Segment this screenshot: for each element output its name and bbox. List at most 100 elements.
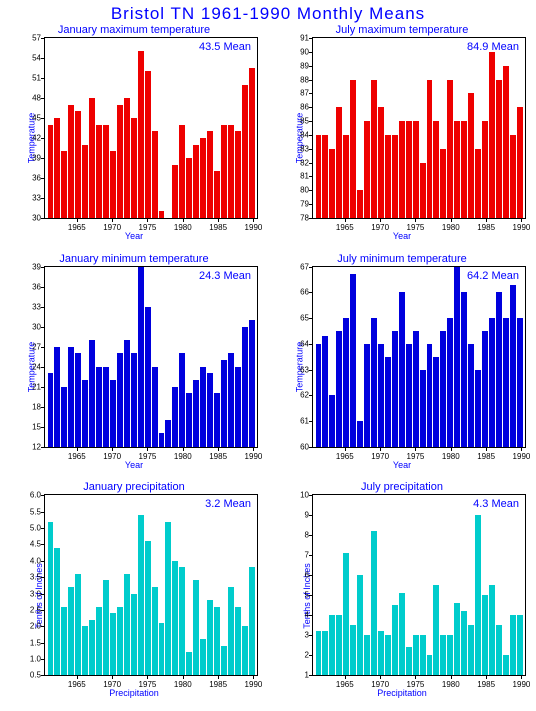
mean-label: 43.5 Mean (199, 41, 251, 53)
x-tick-mark (380, 218, 381, 222)
x-tick-label: 1985 (477, 452, 495, 461)
y-tick-label: 90 (285, 47, 309, 56)
x-tick-label: 1985 (209, 223, 227, 232)
bar (475, 515, 481, 675)
x-tick-label: 1970 (371, 680, 389, 689)
x-tick-label: 1975 (407, 452, 425, 461)
bar (159, 623, 165, 675)
x-tick-mark (147, 447, 148, 451)
bar (496, 625, 502, 675)
x-tick-mark (77, 447, 78, 451)
bar (110, 151, 116, 218)
bar (61, 151, 67, 218)
bar (110, 613, 116, 675)
x-tick-mark (451, 447, 452, 451)
y-tick-label: 64 (285, 339, 309, 348)
chart-panel: July maximum temperatureTemperature84.9 … (268, 24, 536, 253)
bar (145, 307, 151, 447)
bar (110, 380, 116, 447)
bar (322, 631, 328, 675)
bar (193, 580, 199, 675)
bar (517, 107, 523, 218)
bar (357, 421, 363, 447)
bar (489, 52, 495, 218)
bar (145, 71, 151, 218)
page: Bristol TN 1961-1990 Monthly Means Janua… (0, 0, 536, 711)
y-tick-label: 9 (285, 511, 309, 520)
bar (392, 135, 398, 218)
x-tick-label: 1975 (139, 452, 157, 461)
y-tick-label: 60 (285, 442, 309, 451)
bar (179, 125, 185, 218)
bar (138, 267, 144, 447)
bar (316, 344, 322, 447)
y-tick-label: 39 (17, 262, 41, 271)
y-tick-label: 3 (285, 631, 309, 640)
bar (152, 587, 158, 675)
bar (329, 149, 335, 218)
bar (89, 98, 95, 218)
bar (496, 292, 502, 446)
y-tick-mark (309, 218, 313, 219)
bar (343, 318, 349, 447)
bar (517, 615, 523, 675)
x-tick-label: 1985 (477, 680, 495, 689)
bar (378, 344, 384, 447)
bar (461, 121, 467, 218)
bar (420, 163, 426, 218)
bar (399, 121, 405, 218)
y-tick-mark (41, 447, 45, 448)
bar (420, 635, 426, 675)
x-tick-mark (415, 218, 416, 222)
bar (200, 367, 206, 447)
bar (329, 615, 335, 675)
bar (138, 515, 144, 675)
x-tick-mark (147, 218, 148, 222)
x-tick-mark (253, 447, 254, 451)
bar (207, 373, 213, 446)
bar (316, 135, 322, 218)
x-tick-mark (345, 218, 346, 222)
bar (406, 344, 412, 447)
bar (61, 387, 67, 447)
bar (172, 387, 178, 447)
y-tick-label: 8 (285, 531, 309, 540)
bar (399, 593, 405, 675)
x-tick-mark (451, 218, 452, 222)
bar (433, 357, 439, 447)
bar (385, 357, 391, 447)
x-tick-label: 1980 (442, 223, 460, 232)
bar (96, 125, 102, 218)
x-tick-mark (218, 218, 219, 222)
bar (364, 344, 370, 447)
bars-container (45, 38, 257, 218)
x-tick-mark (415, 675, 416, 679)
bar (475, 149, 481, 218)
bar (357, 575, 363, 675)
y-tick-label: 89 (285, 61, 309, 70)
bar (193, 380, 199, 447)
bar (96, 367, 102, 447)
x-tick-label: 1990 (513, 452, 531, 461)
x-tick-mark (451, 675, 452, 679)
bar (131, 353, 137, 446)
y-tick-label: 15 (17, 422, 41, 431)
chart-grid: January maximum temperatureTemperature43… (0, 24, 536, 710)
bar (200, 138, 206, 218)
plot-area: 4.3 Mean12345678910196519701975198019851… (312, 494, 526, 676)
bar (179, 567, 185, 675)
y-tick-mark (309, 447, 313, 448)
bar (179, 353, 185, 446)
y-tick-label: 79 (285, 200, 309, 209)
y-tick-label: 18 (17, 402, 41, 411)
x-tick-mark (183, 675, 184, 679)
bar (172, 165, 178, 218)
bar (249, 320, 255, 447)
bar (336, 107, 342, 218)
y-tick-label: 81 (285, 172, 309, 181)
y-tick-label: 5.5 (17, 507, 41, 516)
x-tick-label: 1990 (245, 452, 263, 461)
y-tick-label: 2.0 (17, 622, 41, 631)
bars-container (45, 267, 257, 447)
bar (413, 331, 419, 447)
